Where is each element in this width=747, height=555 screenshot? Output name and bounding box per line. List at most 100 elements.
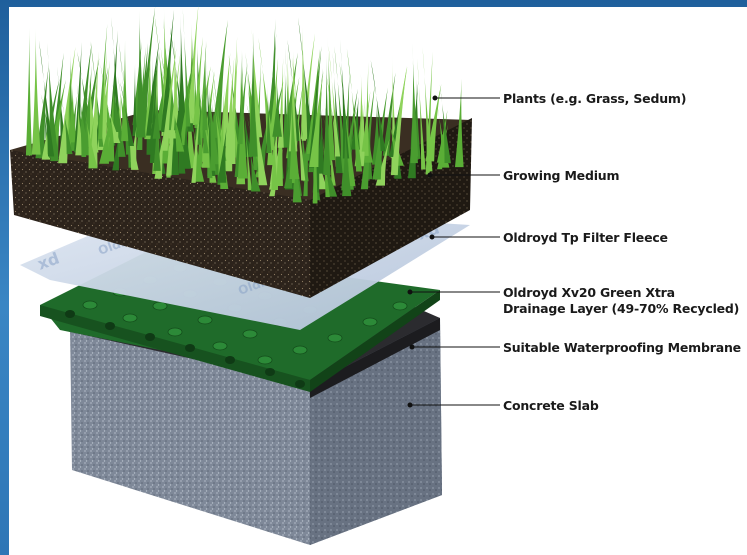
grass-blade <box>389 104 400 158</box>
grass-blade <box>375 138 390 186</box>
grass-blade <box>370 59 386 152</box>
grass-blade <box>454 78 464 168</box>
grass-blade <box>340 39 350 159</box>
grass-blade <box>276 57 284 187</box>
grass-blade <box>247 117 260 171</box>
grass-blade <box>107 76 115 162</box>
grass-blade <box>99 113 112 164</box>
grass-blade <box>410 57 418 164</box>
grass-blade <box>84 109 98 169</box>
grass-blade <box>146 38 160 136</box>
grass-blade <box>41 100 53 160</box>
grass-blade <box>112 120 122 171</box>
grass-blade <box>287 39 301 141</box>
grass-blade <box>76 84 87 157</box>
grass-blade <box>425 51 433 175</box>
grass-blade <box>288 50 298 152</box>
grass-blade <box>390 66 407 176</box>
leader-dot-fleece <box>429 234 435 240</box>
grass-blade <box>75 100 85 156</box>
grass-blade <box>319 103 330 198</box>
grass-blade <box>97 23 108 139</box>
grass-blade <box>210 19 228 138</box>
grass-blade <box>300 18 308 140</box>
grass-blade <box>248 30 258 157</box>
grass-blade <box>334 46 349 174</box>
grass-blade <box>100 64 115 142</box>
grass-blade <box>272 82 282 137</box>
grass-blade <box>130 115 139 162</box>
label-filter-fleece: Oldroyd Tp Filter Fleece <box>503 230 668 245</box>
grass-blade <box>193 36 203 125</box>
grass-blade <box>154 14 171 133</box>
leader-dot-concrete <box>407 402 413 408</box>
grass-blade <box>35 67 49 159</box>
grass-blade <box>301 33 316 141</box>
label-drainage-layer-line2: Drainage Layer (49-70% Recycled) <box>503 301 740 316</box>
grass-blade <box>142 82 157 155</box>
grass-blade <box>176 74 186 174</box>
grass-blade <box>90 40 104 147</box>
grass-blade <box>339 61 356 187</box>
grass-plants-layer <box>25 4 464 204</box>
grass-blade <box>237 62 248 145</box>
grass-blade <box>193 46 199 129</box>
grass-blade <box>161 48 177 151</box>
grass-blade <box>289 79 299 180</box>
grass-blade <box>244 111 252 191</box>
label-growing-medium: Growing Medium <box>503 168 620 183</box>
grass-blade <box>346 48 363 172</box>
grass-blade <box>160 46 174 144</box>
grass-blade <box>266 86 272 153</box>
label-drainage-layer-line1: Oldroyd Xv20 Green Xtra <box>503 285 675 300</box>
grass-blade <box>38 40 55 157</box>
grass-blade <box>283 136 295 189</box>
grass-blade <box>115 80 126 157</box>
label-plants: Plants (e.g. Grass, Sedum) <box>503 91 687 106</box>
grass-blade <box>111 75 122 133</box>
grass-blade <box>132 63 137 137</box>
grass-blade <box>185 56 196 169</box>
grass-blade <box>342 116 352 197</box>
grass-blade <box>161 5 171 129</box>
grass-blade <box>271 115 279 190</box>
grass-blade <box>417 58 426 170</box>
grass-blade <box>77 51 94 136</box>
grass-blade <box>57 66 67 153</box>
grass-blade <box>217 126 227 183</box>
grass-blade <box>291 56 306 181</box>
grass-blade <box>292 130 302 203</box>
grass-blade <box>191 113 205 182</box>
grass-blade <box>169 27 186 130</box>
grass-blade <box>248 143 261 192</box>
leader-lines <box>407 95 500 408</box>
grass-blade <box>167 86 185 152</box>
grass-blade <box>67 85 78 143</box>
grass-blade <box>166 53 181 176</box>
grass-blade <box>120 81 135 146</box>
label-waterproofing-membrane: Suitable Waterproofing Membrane <box>503 340 741 355</box>
grass-blade <box>152 90 161 139</box>
grass-blade <box>299 103 309 182</box>
grass-blade <box>328 45 341 157</box>
grass-blade <box>201 117 210 168</box>
grass-blade <box>89 51 99 168</box>
grass-blade <box>277 73 284 148</box>
grass-blade <box>314 142 328 190</box>
leader-dot-waterproofing <box>409 344 415 350</box>
grass-blade <box>82 65 93 148</box>
grass-blade <box>323 55 331 175</box>
grass-blade <box>61 98 73 155</box>
grass-blade <box>200 86 209 154</box>
grass-blade <box>202 40 208 131</box>
grass-blade <box>327 37 336 161</box>
grass-blade <box>169 90 182 176</box>
grass-blade <box>104 96 121 144</box>
grass-blade <box>25 27 33 156</box>
leader-dot-drainage <box>407 289 413 295</box>
leader-dot-plants <box>432 95 438 101</box>
label-concrete-slab: Concrete Slab <box>503 398 599 413</box>
grass-blade <box>258 37 276 151</box>
grass-blade <box>87 63 99 153</box>
